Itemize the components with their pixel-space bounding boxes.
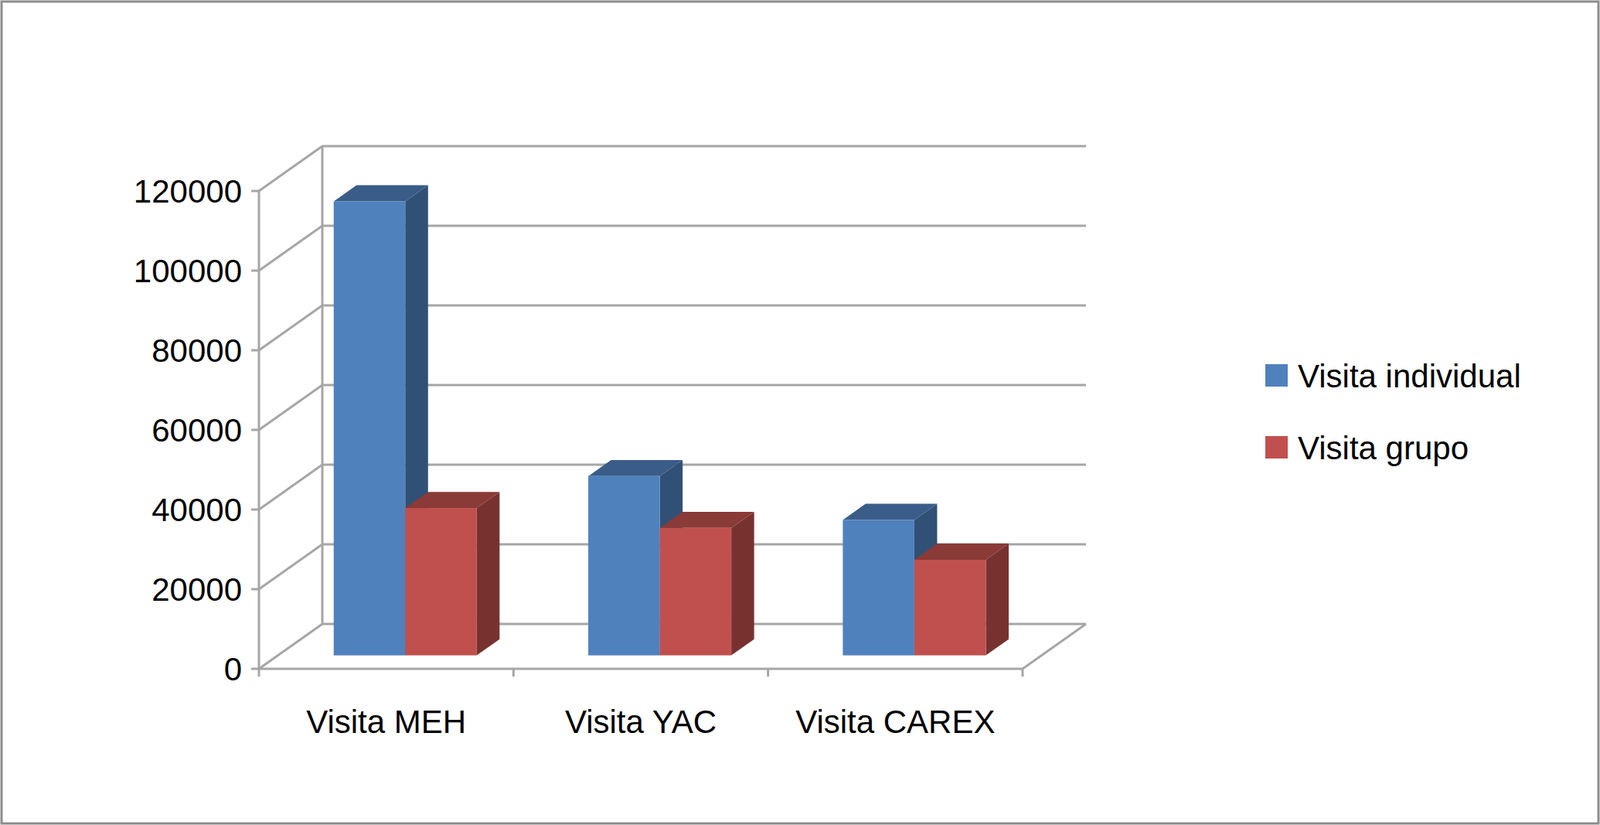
bar-top: [914, 543, 1009, 560]
legend: Visita individual Visita grupo: [1265, 357, 1522, 467]
bar: [660, 527, 732, 656]
bar: [842, 520, 915, 656]
bars: [333, 185, 1009, 656]
bar-top: [842, 503, 937, 521]
tick-label: 20000: [151, 571, 242, 608]
tick-label: 80000: [151, 332, 242, 369]
tick-label: 60000: [151, 411, 242, 449]
grid: [251, 146, 1086, 677]
frame: [1, 1, 1599, 824]
bar: [588, 476, 661, 656]
legend-swatch: [1265, 364, 1288, 387]
grid-line: [258, 146, 1086, 191]
bar: [914, 559, 987, 656]
tick-label: 40000: [151, 491, 242, 528]
category-tick: [512, 668, 515, 677]
bar-top: [333, 185, 429, 202]
bar-side: [985, 543, 1009, 655]
bar-top: [660, 511, 755, 528]
bar-side: [476, 491, 501, 655]
bar: [333, 201, 406, 656]
bar-side: [731, 511, 755, 656]
bar: [405, 507, 477, 656]
tick-label: 100000: [133, 252, 242, 290]
y-axis: [258, 190, 261, 669]
category-tick: [1021, 668, 1025, 677]
tick-label: 0: [224, 650, 242, 688]
legend-label: Visita individual: [1297, 357, 1522, 395]
chart: 0 20000 40000 60000 80000 100000 120000 Visita …: [0, 0, 1600, 825]
category-label: Visita YAC: [565, 703, 717, 740]
tick-label: 120000: [133, 173, 242, 210]
category-tick: [258, 668, 261, 677]
legend-label: Visita grupo: [1297, 429, 1469, 467]
category-label: Visita CAREX: [795, 703, 995, 740]
category-tick: [766, 668, 770, 677]
bar-top: [405, 491, 500, 508]
legend-swatch: [1265, 435, 1288, 459]
category-label: Visita MEH: [306, 703, 467, 740]
bar-top: [588, 459, 683, 477]
